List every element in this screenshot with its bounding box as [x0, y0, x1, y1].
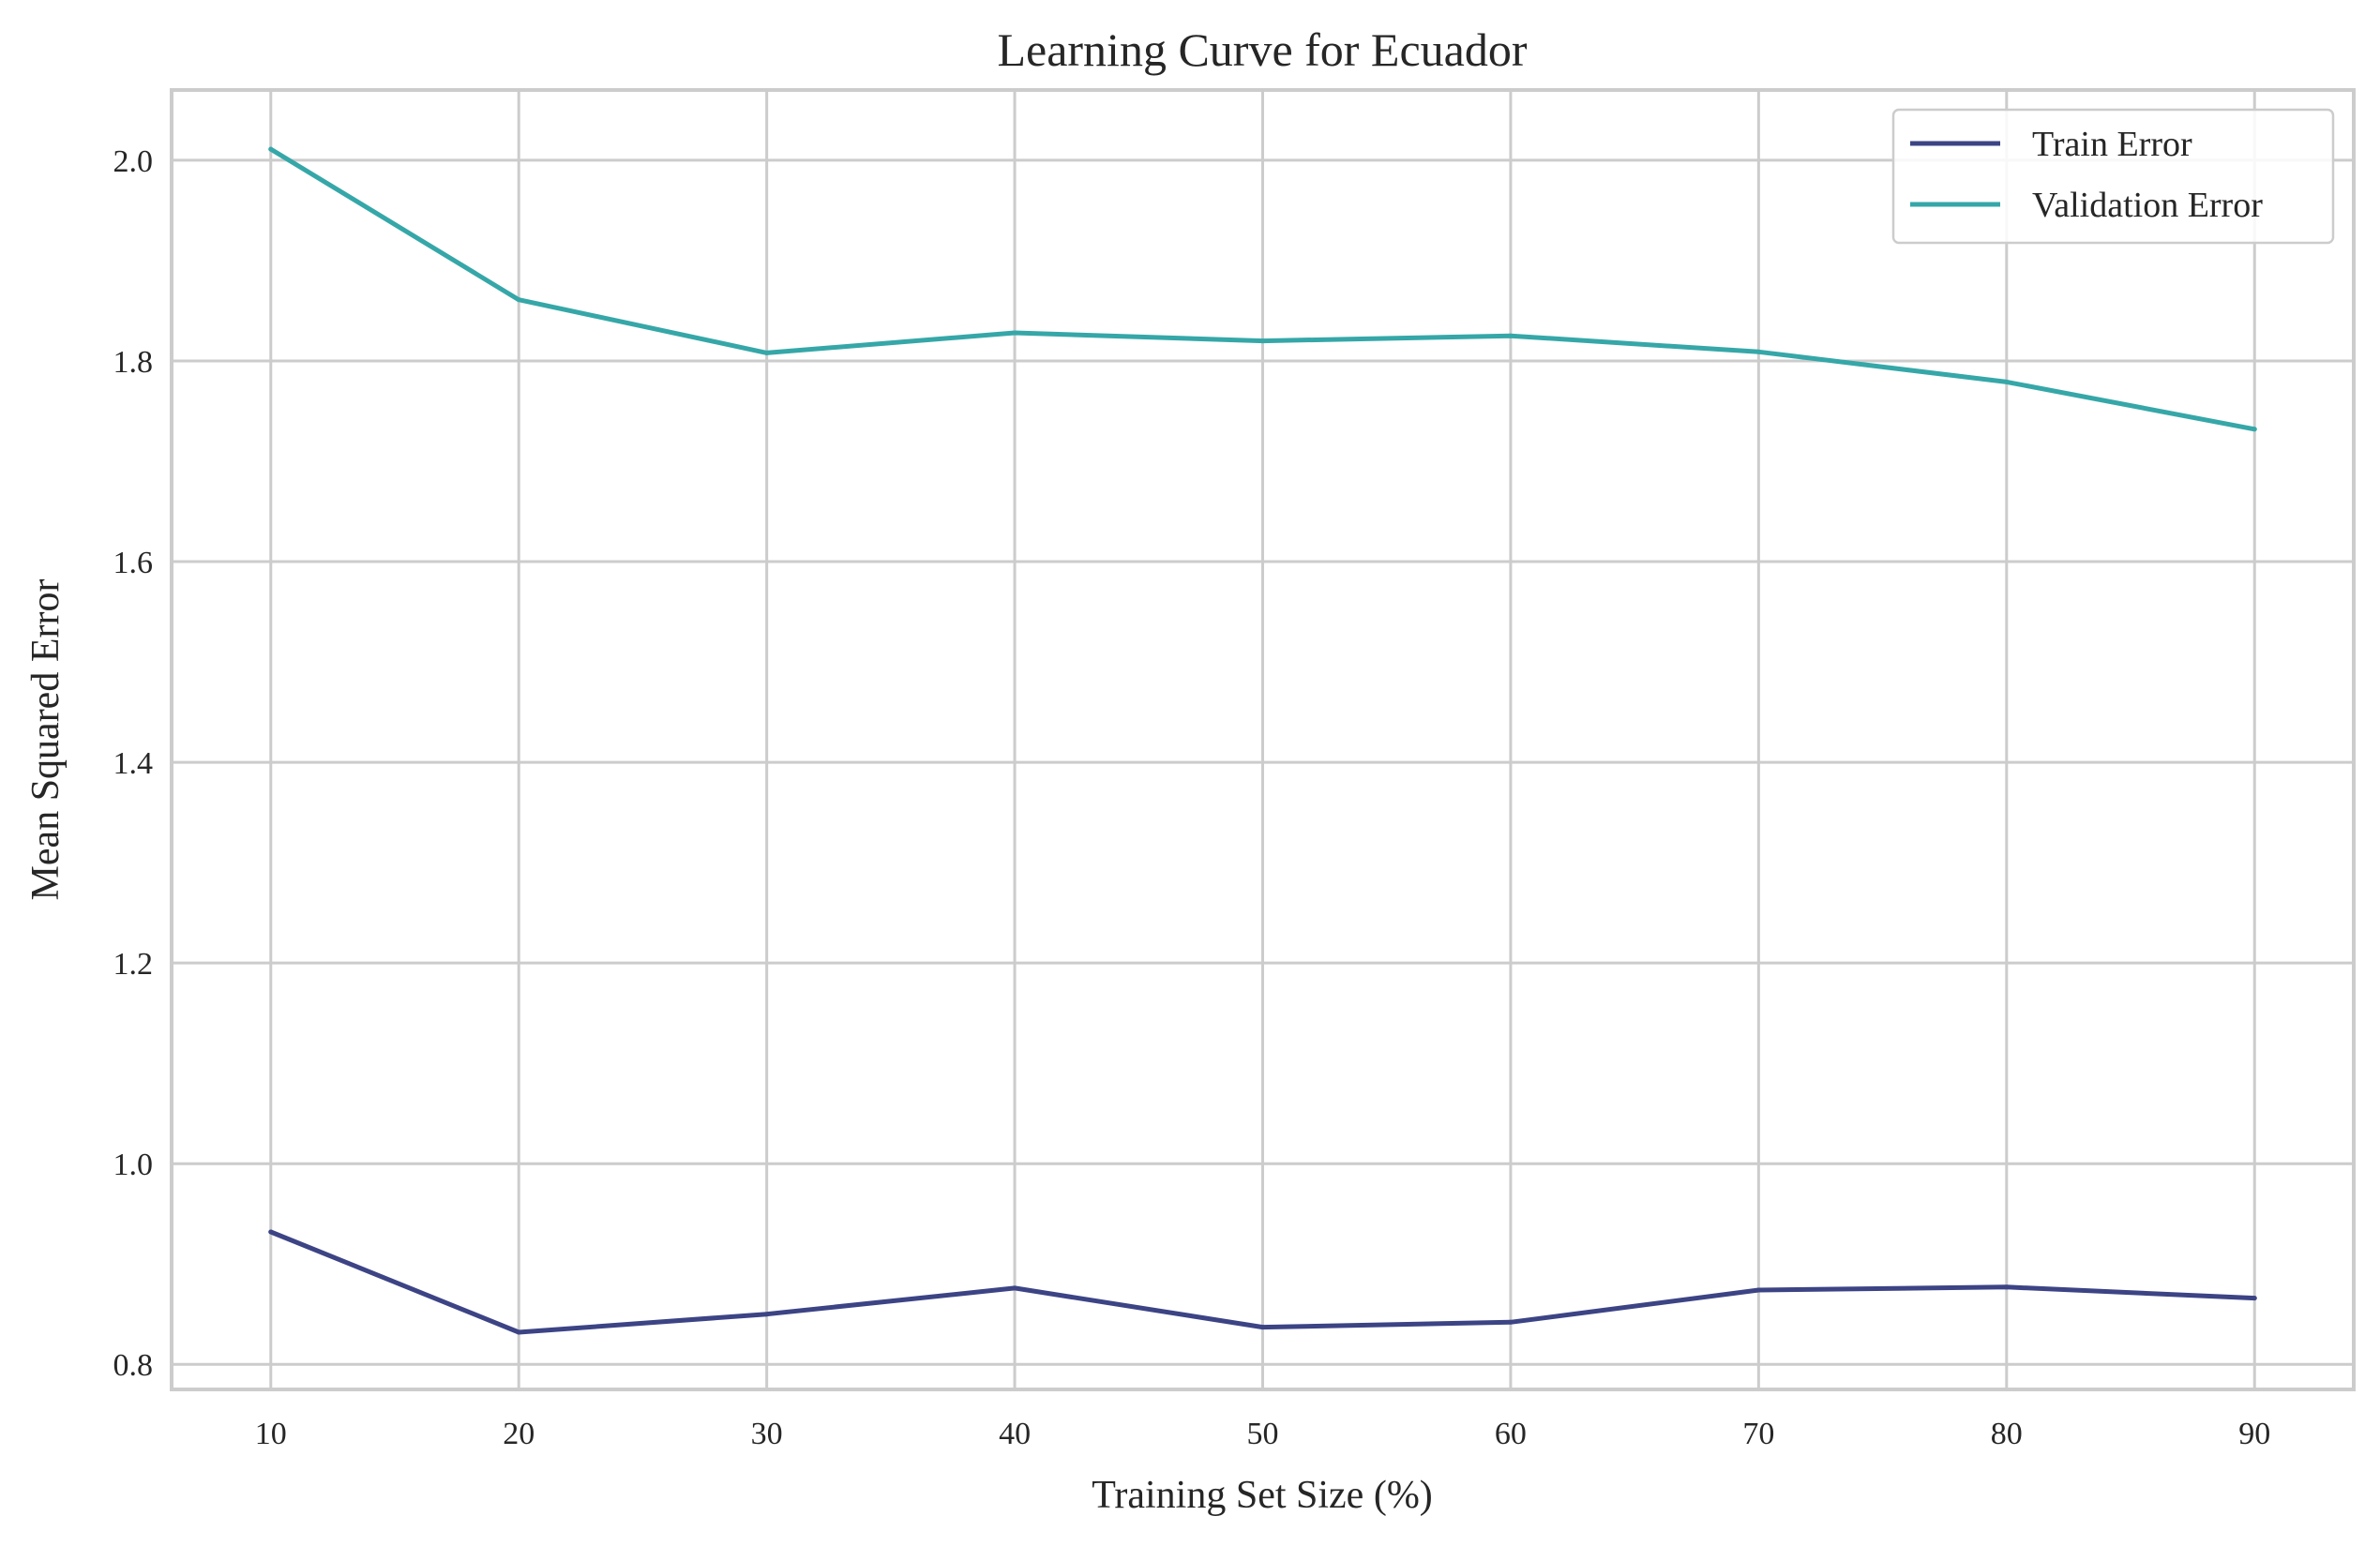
data-point-train-error-20 — [516, 1329, 521, 1335]
data-point-validation-error-90 — [2252, 427, 2257, 432]
data-point-validation-error-60 — [1508, 333, 1514, 338]
data-point-train-error-50 — [1260, 1325, 1265, 1330]
y-tick-label-2.0: 2.0 — [113, 144, 154, 179]
y-tick-labels: 0.8 1.0 1.2 1.4 1.6 1.8 2.0 — [113, 144, 154, 1383]
y-tick-label-1.0: 1.0 — [113, 1148, 154, 1182]
x-tick-label-20: 20 — [503, 1417, 535, 1451]
data-point-train-error-30 — [764, 1312, 770, 1317]
x-tick-label-50: 50 — [1247, 1417, 1279, 1451]
x-tick-label-80: 80 — [1991, 1417, 2023, 1451]
legend-box — [1891, 108, 2335, 245]
data-point-validation-error-10 — [268, 146, 274, 152]
x-tick-label-90: 90 — [2238, 1417, 2270, 1451]
data-point-train-error-10 — [268, 1229, 274, 1235]
x-axis-title: Training Set Size (%) — [1092, 1474, 1433, 1517]
y-tick-label-1.6: 1.6 — [113, 546, 154, 580]
x-tick-label-10: 10 — [255, 1417, 287, 1451]
x-tick-label-30: 30 — [751, 1417, 783, 1451]
data-point-validation-error-40 — [1012, 330, 1017, 336]
x-tick-label-60: 60 — [1495, 1417, 1527, 1451]
y-tick-label-1.2: 1.2 — [113, 947, 154, 982]
x-tick-labels: 10 20 30 40 50 60 70 80 90 — [255, 1417, 2270, 1451]
x-tick-label-70: 70 — [1742, 1417, 1774, 1451]
grid-lines — [172, 90, 2354, 1389]
plot-frame — [170, 88, 2356, 1391]
y-tick-label-1.4: 1.4 — [113, 746, 154, 781]
x-tick-label-40: 40 — [999, 1417, 1031, 1451]
data-point-train-error-80 — [2004, 1284, 2010, 1290]
data-point-train-error-90 — [2252, 1296, 2257, 1301]
data-point-validation-error-30 — [764, 350, 770, 355]
legend-label-validation-error: Validation Error — [2032, 186, 2263, 225]
data-point-train-error-60 — [1508, 1319, 1514, 1325]
y-tick-label-0.8: 0.8 — [113, 1348, 154, 1383]
y-axis-title: Mean Squared Error — [24, 579, 68, 901]
data-point-validation-error-50 — [1260, 338, 1265, 344]
data-point-train-error-70 — [1755, 1287, 1761, 1293]
y-tick-label-1.8: 1.8 — [113, 345, 154, 380]
data-point-validation-error-70 — [1755, 349, 1761, 354]
chart-title: Learning Curve for Ecuador — [997, 23, 1527, 76]
series-lines — [268, 146, 2257, 1335]
data-point-validation-error-80 — [2004, 379, 2010, 384]
data-point-train-error-40 — [1012, 1285, 1017, 1291]
legend: Train Error Validation Error — [1891, 108, 2335, 245]
data-point-validation-error-20 — [516, 297, 521, 303]
legend-label-train-error: Train Error — [2032, 125, 2192, 164]
